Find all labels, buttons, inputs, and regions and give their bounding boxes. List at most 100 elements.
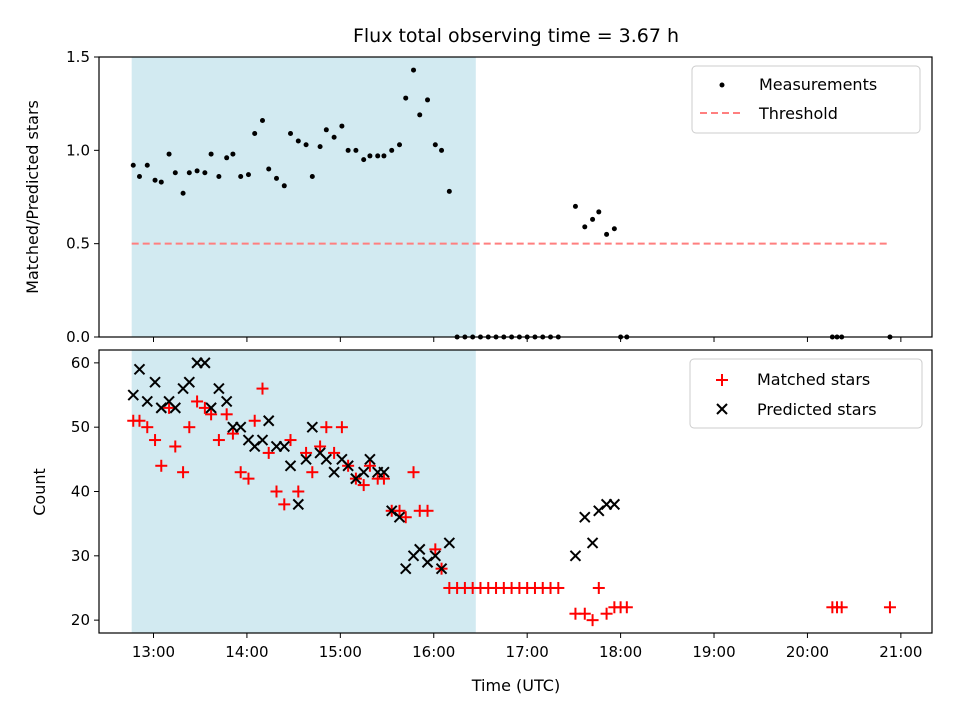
matched-stars-point bbox=[212, 434, 225, 447]
measurement-point bbox=[152, 177, 158, 183]
measurement-point bbox=[252, 131, 258, 137]
measurement-point bbox=[166, 151, 172, 157]
legend-predicted-label: Predicted stars bbox=[757, 400, 877, 419]
matched-stars-point bbox=[234, 466, 247, 479]
matched-stars-point bbox=[198, 401, 211, 414]
matched-stars-point bbox=[284, 434, 297, 447]
predicted-stars-point bbox=[378, 466, 390, 478]
matched-stars-point bbox=[191, 395, 204, 408]
measurement-point bbox=[572, 203, 578, 209]
predicted-stars-point bbox=[133, 363, 146, 376]
matched-stars-point bbox=[399, 511, 412, 524]
predicted-stars-point bbox=[300, 453, 312, 466]
top-y-tick-label: 0.5 bbox=[66, 235, 90, 253]
legend-measurements-label: Measurements bbox=[759, 75, 877, 94]
matched-stars-point bbox=[306, 466, 319, 479]
measurement-point bbox=[216, 173, 222, 179]
measurement-point bbox=[367, 153, 373, 159]
bottom-y-ticks: 20 30 40 50 60 bbox=[71, 354, 99, 629]
top-y-tick-label: 1.5 bbox=[66, 48, 90, 66]
legend-threshold-label: Threshold bbox=[758, 104, 838, 123]
predicted-stars-point bbox=[579, 511, 591, 523]
bottom-y-tick-label: 20 bbox=[71, 611, 90, 629]
measurement-point bbox=[323, 127, 329, 133]
x-axis-label: Time (UTC) bbox=[471, 676, 560, 695]
x-tick-label: 19:00 bbox=[692, 643, 735, 661]
matched-stars-point bbox=[363, 459, 376, 472]
measurement-point bbox=[582, 224, 588, 230]
measurement-point bbox=[136, 173, 142, 179]
measurement-point bbox=[281, 183, 287, 189]
matched-stars-point bbox=[278, 498, 291, 511]
matched-stars-point bbox=[328, 446, 341, 459]
matched-stars-point bbox=[407, 466, 420, 479]
bottom-y-tick-label: 50 bbox=[71, 418, 90, 436]
measurement-point bbox=[202, 170, 208, 176]
matched-stars-point bbox=[835, 601, 848, 614]
measurement-point bbox=[180, 190, 186, 196]
x-tick-label: 16:00 bbox=[412, 643, 455, 661]
measurement-point bbox=[345, 147, 351, 153]
measurement-point bbox=[245, 172, 251, 178]
measurement-point bbox=[381, 153, 387, 159]
legend-predicted-marker bbox=[716, 403, 728, 415]
top-legend-box bbox=[691, 65, 921, 134]
matched-stars-point bbox=[270, 485, 283, 498]
top-legend: Measurements Threshold bbox=[691, 65, 921, 134]
measurement-point bbox=[611, 226, 617, 232]
predicted-stars-point bbox=[569, 550, 582, 562]
measurement-point bbox=[266, 166, 272, 172]
matched-stars-point bbox=[292, 485, 305, 498]
matched-stars-point bbox=[177, 466, 190, 479]
predicted-stars-point bbox=[127, 389, 139, 401]
matched-stars-point bbox=[220, 408, 233, 421]
predicted-stars-point bbox=[608, 498, 621, 511]
predicted-stars-point bbox=[342, 460, 354, 472]
measurement-point bbox=[439, 147, 445, 153]
x-tick-label: 17:00 bbox=[506, 643, 549, 661]
predicted-stars-point bbox=[256, 434, 269, 446]
matched-stars-point bbox=[149, 434, 162, 447]
predicted-stars-point bbox=[234, 421, 247, 433]
measurement-point bbox=[224, 155, 230, 161]
measurement-point bbox=[417, 112, 423, 118]
matched-stars-point bbox=[421, 504, 434, 517]
measurement-point bbox=[303, 142, 309, 148]
bottom-y-tick-label: 60 bbox=[71, 354, 90, 372]
top-y-tick-label: 1.0 bbox=[66, 141, 90, 159]
predicted-stars-point bbox=[320, 453, 333, 466]
matched-stars-point bbox=[377, 472, 390, 485]
top-panel: 0.0 0.5 1.0 1.5 Matched/Predicted stars Mea… bbox=[23, 48, 933, 346]
x-tick-label: 15:00 bbox=[319, 643, 362, 661]
x-tick-label: 21:00 bbox=[879, 643, 922, 661]
legend-matched-label: Matched stars bbox=[757, 370, 870, 389]
legend-measurements-marker bbox=[719, 82, 725, 88]
predicted-stars-point bbox=[149, 376, 161, 388]
measurement-point bbox=[353, 147, 359, 153]
predicted-stars-point bbox=[199, 357, 211, 369]
matched-stars-point bbox=[393, 504, 406, 517]
bottom-y-tick-label: 30 bbox=[71, 547, 90, 565]
predicted-stars-point bbox=[306, 421, 319, 433]
top-x-ticks bbox=[152, 337, 902, 342]
chart-title: Flux total observing time = 3.67 h bbox=[353, 25, 679, 47]
predicted-stars-point bbox=[435, 562, 448, 575]
matched-stars-point bbox=[600, 607, 613, 620]
matched-stars-point bbox=[300, 446, 313, 459]
predicted-stars-point bbox=[169, 402, 182, 414]
measurement-point bbox=[339, 123, 345, 129]
matched-stars-point bbox=[883, 601, 896, 614]
x-tick-label: 14:00 bbox=[225, 643, 268, 661]
matched-stars-point bbox=[578, 607, 591, 620]
matched-stars-point bbox=[226, 427, 239, 440]
measurement-point bbox=[273, 175, 279, 181]
measurement-point bbox=[375, 153, 381, 159]
predicted-stars-point bbox=[213, 382, 225, 395]
measurement-point bbox=[389, 147, 395, 153]
predicted-stars-point bbox=[220, 395, 233, 408]
top-shaded-interval bbox=[131, 57, 476, 337]
measurement-point bbox=[158, 179, 164, 185]
measurement-point bbox=[446, 188, 452, 194]
matched-stars-point bbox=[141, 421, 154, 434]
matched-stars-point bbox=[183, 421, 196, 434]
